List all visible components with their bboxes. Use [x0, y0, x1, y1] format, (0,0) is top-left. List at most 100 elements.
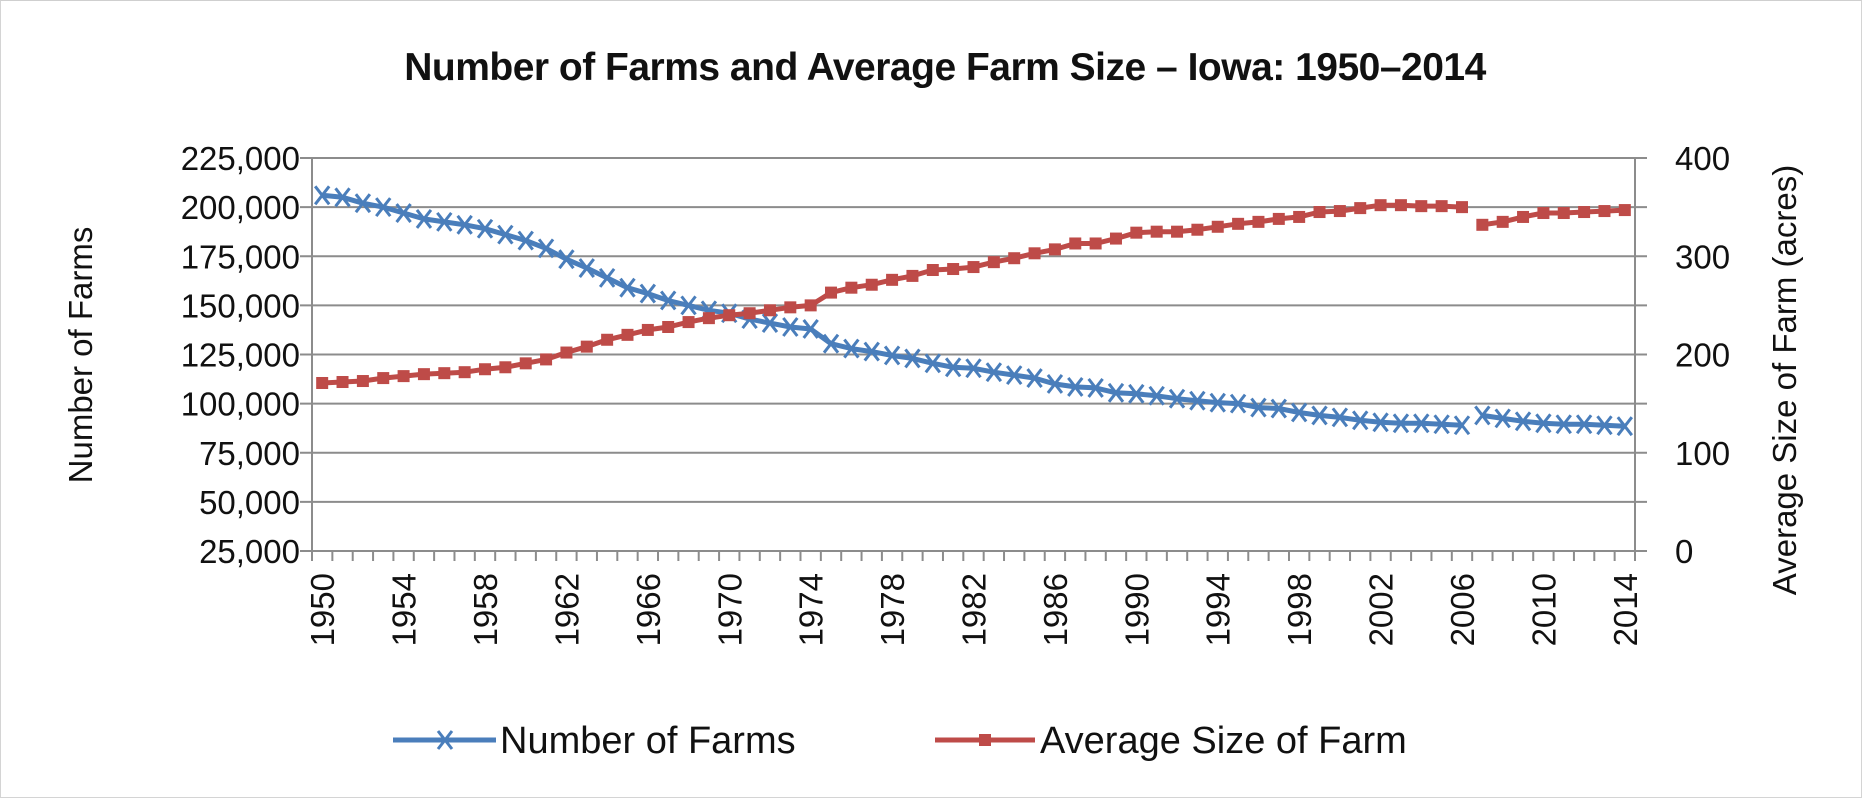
data-point-x-marker	[782, 317, 799, 337]
data-point-square-marker	[1171, 225, 1184, 238]
data-point-square-marker	[702, 312, 715, 325]
legend-item-farms: Number of Farms	[393, 720, 796, 762]
data-point-square-marker	[601, 333, 614, 346]
data-point-x-marker	[1229, 393, 1247, 414]
data-point-x-marker	[517, 230, 534, 251]
series-number-of-farms	[313, 185, 1634, 437]
data-point-square-marker	[377, 372, 390, 385]
data-point-x-marker	[1209, 392, 1226, 413]
data-point-square-marker	[1455, 201, 1468, 214]
data-point-x-marker	[1006, 365, 1023, 386]
y-tick-label: 50,000	[199, 484, 300, 521]
data-point-square-marker	[1415, 200, 1428, 213]
x-tick-label: 1974	[793, 573, 830, 646]
y-axis-ticks: 25,000 50,000 75,000 100,000 125,000 150,000 1…	[181, 140, 300, 570]
data-point-x-marker	[1311, 405, 1328, 426]
data-point-square-marker	[763, 304, 776, 317]
data-point-x-marker	[578, 258, 595, 278]
data-point-x-marker	[843, 338, 860, 359]
y-tick-label: 200,000	[181, 189, 300, 226]
data-point-square-marker	[336, 376, 349, 389]
data-point-square-marker	[1374, 199, 1387, 212]
x-tick-label: 2002	[1363, 573, 1400, 646]
data-point-square-marker	[1313, 206, 1326, 219]
data-point-x-marker	[1453, 415, 1471, 436]
data-point-square-marker	[1130, 226, 1143, 239]
data-point-square-marker	[804, 299, 817, 312]
data-point-square-marker	[438, 367, 451, 380]
data-point-square-marker	[825, 286, 838, 299]
data-point-square-marker	[1109, 232, 1122, 245]
data-point-square-marker	[1333, 205, 1346, 218]
data-point-x-marker	[1575, 414, 1593, 435]
y-tick-label: 175,000	[181, 238, 300, 275]
y-tick-label: 150,000	[181, 287, 300, 324]
data-point-x-marker	[761, 313, 779, 333]
data-point-square-marker	[987, 256, 1000, 269]
legend-label-farms: Number of Farms	[500, 720, 796, 762]
x-tick-label: 2010	[1525, 573, 1562, 646]
data-point-square-marker	[1557, 207, 1570, 220]
data-point-square-marker	[1517, 210, 1530, 223]
data-point-x-marker	[1514, 411, 1532, 432]
data-point-x-marker	[965, 358, 982, 379]
data-point-x-marker	[313, 185, 331, 206]
data-point-square-marker	[1272, 212, 1285, 225]
data-point-square-marker	[458, 366, 471, 379]
data-point-x-marker	[1372, 412, 1389, 433]
y-tick-label: 25,000	[199, 533, 300, 570]
data-point-x-marker	[354, 193, 372, 214]
x-tick-label: 1998	[1281, 573, 1318, 646]
data-point-x-marker	[985, 362, 1003, 383]
series-layer	[313, 185, 1634, 437]
y-axis-label: Number of Farms	[62, 227, 99, 484]
series-average-size-of-farm	[316, 199, 1631, 389]
legend-label-size: Average Size of Farm	[1040, 720, 1407, 762]
data-point-x-marker	[619, 277, 636, 298]
data-point-x-marker	[476, 218, 494, 239]
data-point-square-marker	[316, 376, 329, 389]
data-point-square-marker	[845, 281, 858, 294]
data-point-square-marker	[397, 370, 410, 383]
data-point-x-marker	[1392, 413, 1410, 434]
data-point-square-marker	[560, 346, 573, 359]
data-point-square-marker	[1252, 215, 1265, 228]
data-point-x-marker	[1596, 415, 1613, 436]
y-tick-label: 75,000	[199, 435, 300, 472]
chart-title: Number of Farms and Average Farm Size – …	[404, 46, 1486, 89]
y2-tick-label: 400	[1675, 140, 1730, 177]
data-point-square-marker	[1578, 206, 1591, 219]
data-point-x-marker	[1331, 407, 1349, 428]
data-point-square-marker	[1211, 220, 1224, 233]
y2-axis-ticks: 0 100 200 300 400	[1675, 140, 1730, 570]
x-tick-label: 1958	[467, 573, 504, 646]
data-point-square-marker	[1435, 200, 1448, 213]
x-tick-label: 1982	[956, 573, 993, 646]
y2-tick-label: 300	[1675, 238, 1730, 275]
x-tick-label: 1966	[630, 573, 667, 646]
x-tick-label: 1954	[386, 573, 423, 646]
y-tick-label: 100,000	[181, 386, 300, 423]
data-point-x-marker	[822, 333, 840, 354]
data-point-square-marker	[1354, 202, 1367, 215]
data-point-x-marker	[1107, 382, 1125, 403]
data-point-square-marker	[356, 375, 369, 388]
data-point-x-marker	[456, 214, 473, 235]
legend-marker-x	[436, 730, 454, 750]
data-point-x-marker	[375, 197, 392, 218]
data-point-x-marker	[1067, 377, 1084, 397]
x-tick-label: 1990	[1118, 573, 1155, 646]
gridlines	[300, 157, 1647, 552]
data-point-x-marker	[1168, 388, 1186, 409]
data-point-x-marker	[924, 353, 941, 374]
data-point-x-marker	[1352, 410, 1369, 431]
data-point-square-marker	[1232, 217, 1245, 230]
data-point-square-marker	[967, 261, 980, 274]
data-point-square-marker	[1476, 218, 1489, 231]
x-tick-label: 1970	[711, 573, 748, 646]
data-point-x-marker	[497, 224, 514, 245]
data-point-x-marker	[436, 211, 453, 232]
data-point-x-marker	[660, 290, 677, 311]
data-point-x-marker	[904, 348, 921, 369]
data-point-x-marker	[334, 187, 351, 208]
